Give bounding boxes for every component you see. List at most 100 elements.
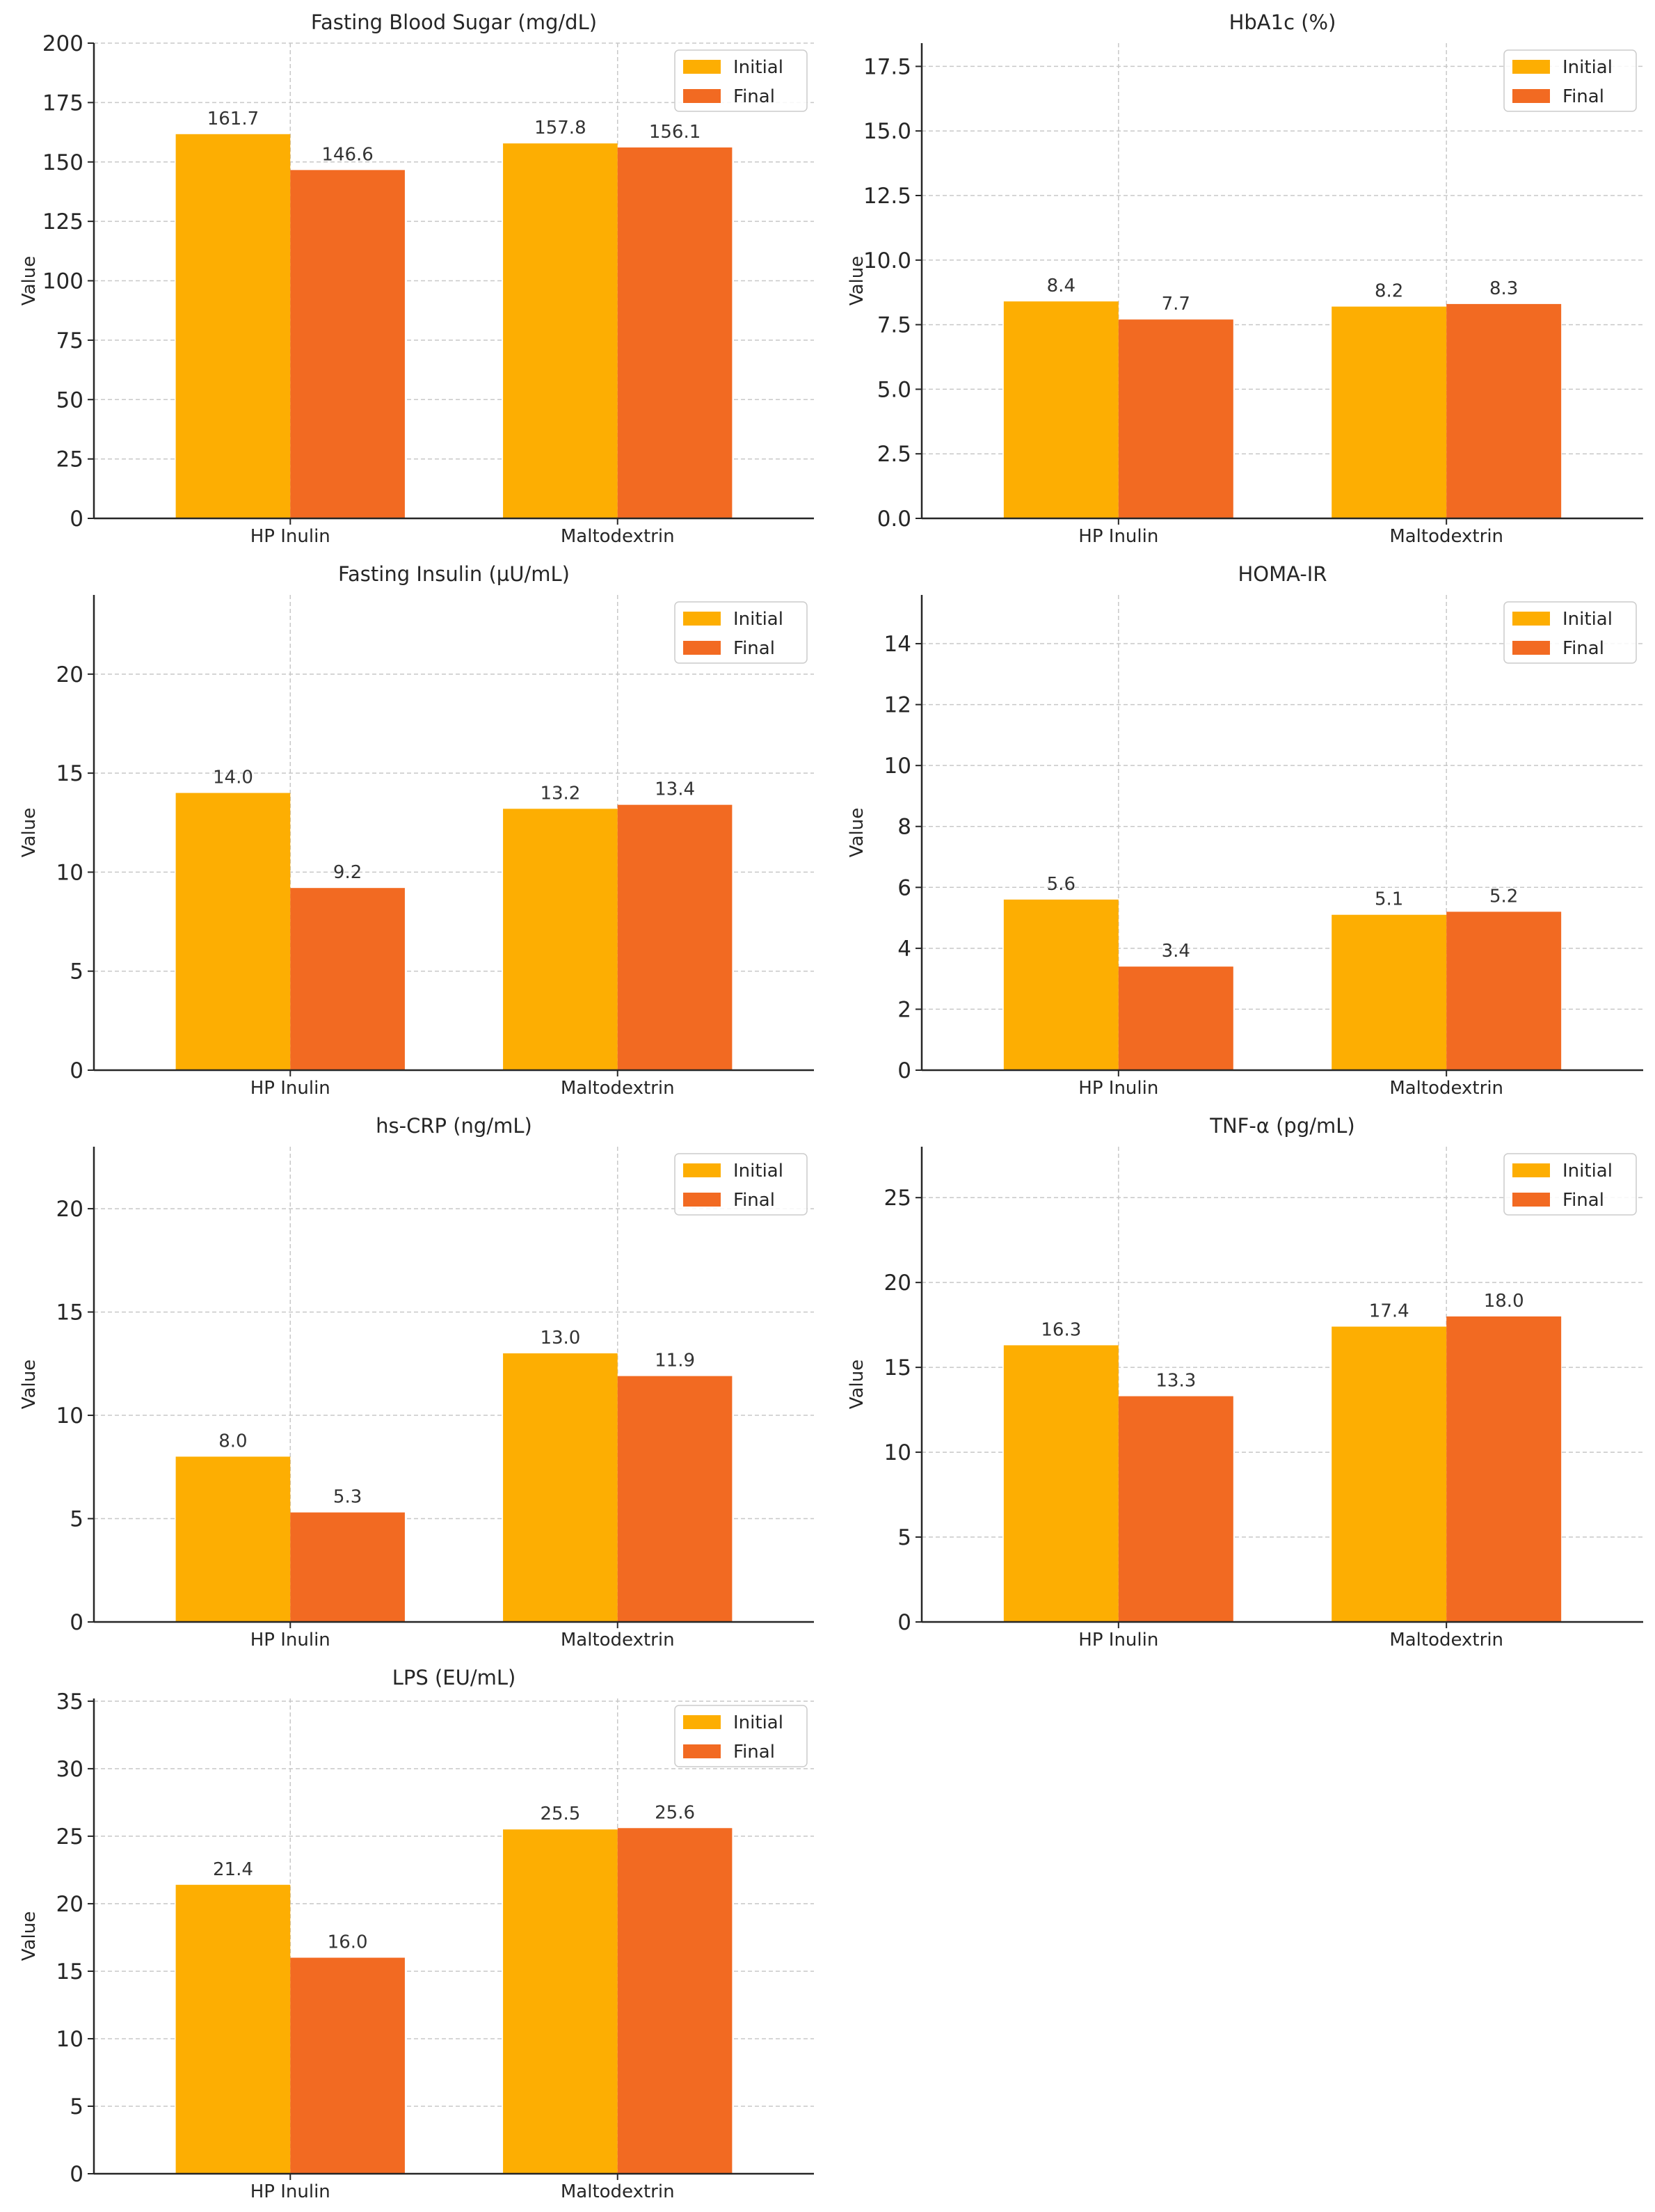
y-tick-label: 10: [56, 860, 83, 885]
bar-initial-maltodextrin: [1332, 914, 1447, 1070]
x-tick-label: Maltodextrin: [1389, 1630, 1503, 1650]
y-tick-label: 0: [70, 2162, 83, 2187]
data-label-final-hp-inulin: 146.6: [321, 144, 373, 165]
bar-initial-maltodextrin: [503, 809, 618, 1070]
y-tick-label: 30: [56, 1757, 83, 1782]
y-axis-label: Value: [19, 256, 40, 305]
y-tick-label: 15: [56, 761, 83, 786]
legend-swatch-initial: [1512, 612, 1550, 626]
data-label-final-maltodextrin: 8.3: [1489, 278, 1518, 299]
legend-swatch-final: [683, 1744, 721, 1758]
bar-final-hp-inulin: [290, 1512, 405, 1622]
y-tick-label: 0.0: [877, 507, 911, 532]
y-tick-label: 15: [56, 1300, 83, 1326]
bar-final-hp-inulin: [290, 1957, 405, 2174]
y-tick-label: 5: [70, 2094, 83, 2119]
y-tick-label: 35: [56, 1689, 83, 1714]
chart-title: Fasting Blood Sugar (mg/dL): [311, 10, 597, 34]
chart-title: Fasting Insulin (µU/mL): [338, 562, 570, 586]
chart-title: HbA1c (%): [1229, 10, 1336, 34]
x-tick-label: HP Inulin: [250, 526, 330, 547]
data-label-final-maltodextrin: 18.0: [1484, 1291, 1524, 1312]
bar-initial-maltodextrin: [1332, 306, 1447, 518]
y-tick-label: 25: [56, 1824, 83, 1849]
y-tick-label: 20: [56, 1892, 83, 1917]
legend: Initial Final: [1503, 601, 1637, 664]
legend-swatch-final: [1512, 89, 1550, 103]
bar-final-maltodextrin: [617, 147, 733, 518]
x-tick-label: HP Inulin: [250, 1630, 330, 1650]
data-label-initial-maltodextrin: 13.0: [540, 1328, 580, 1348]
y-tick-label: 2.5: [877, 442, 911, 467]
x-tick-label: Maltodextrin: [1389, 1078, 1503, 1099]
x-tick-label: HP Inulin: [250, 1078, 330, 1099]
legend-swatch-final: [683, 641, 721, 655]
bar-final-maltodextrin: [1446, 912, 1562, 1070]
y-tick-label: 50: [56, 388, 83, 413]
y-tick-label: 8: [897, 815, 911, 840]
data-label-final-hp-inulin: 7.7: [1162, 294, 1190, 315]
legend-label-initial: Initial: [733, 1712, 783, 1733]
legend-label-initial: Initial: [733, 57, 783, 78]
x-tick-label: Maltodextrin: [561, 1630, 675, 1650]
data-label-initial-hp-inulin: 21.4: [213, 1859, 253, 1880]
x-tick-label: Maltodextrin: [561, 526, 675, 547]
data-label-final-hp-inulin: 13.3: [1156, 1371, 1196, 1392]
legend: Initial Final: [674, 1705, 808, 1767]
chart-fasting-insulin-u-ml: 14.0 13.2 9.2 13.4 0 5 10 15 20 HP Inulin Maltodex…: [19, 562, 814, 1099]
legend-label-final: Final: [733, 638, 775, 659]
y-tick-label: 175: [42, 90, 83, 116]
chart-fasting-blood-sugar-mg-dl: 161.7 157.8 146.6 156.1 0 25 50 75 100 125 150 175 2…: [19, 10, 814, 547]
y-tick-label: 12: [884, 693, 911, 718]
legend-label-final: Final: [1562, 86, 1604, 107]
chart-title: TNF-α (pg/mL): [1209, 1114, 1355, 1138]
legend: Initial Final: [674, 601, 808, 664]
y-tick-label: 4: [897, 937, 911, 962]
data-label-initial-maltodextrin: 8.2: [1375, 281, 1403, 302]
legend-label-initial: Initial: [1562, 1161, 1613, 1181]
bar-final-maltodextrin: [617, 1376, 733, 1622]
y-tick-label: 25: [56, 447, 83, 472]
bar-initial-hp-inulin: [1003, 899, 1119, 1070]
data-label-initial-hp-inulin: 5.6: [1047, 874, 1076, 895]
chart-hs-crp-ng-ml: 8.0 13.0 5.3 11.9 0 5 10 15 20 HP Inulin Maltodext…: [19, 1114, 814, 1650]
legend-swatch-initial: [1512, 60, 1550, 74]
legend-swatch-initial: [683, 612, 721, 626]
bar-final-hp-inulin: [290, 170, 405, 518]
y-tick-label: 20: [56, 662, 83, 687]
legend-swatch-final: [683, 1193, 721, 1207]
y-tick-label: 25: [884, 1186, 911, 1211]
bar-initial-maltodextrin: [503, 1353, 618, 1622]
legend-label-final: Final: [733, 1742, 775, 1763]
legend-swatch-initial: [683, 1715, 721, 1729]
bar-final-hp-inulin: [1118, 966, 1233, 1070]
y-tick-label: 0: [897, 1058, 911, 1083]
legend-label-initial: Initial: [1562, 609, 1613, 630]
y-axis-label: Value: [847, 256, 868, 305]
data-label-final-maltodextrin: 13.4: [655, 779, 695, 800]
x-tick-label: Maltodextrin: [561, 2181, 675, 2202]
y-tick-label: 10.0: [863, 248, 911, 273]
legend: Initial Final: [1503, 49, 1637, 112]
x-tick-label: HP Inulin: [250, 2181, 330, 2202]
y-tick-label: 2: [897, 997, 911, 1022]
data-label-initial-hp-inulin: 8.0: [218, 1431, 247, 1451]
bar-initial-hp-inulin: [175, 1456, 291, 1622]
legend: Initial Final: [674, 49, 808, 112]
data-label-final-maltodextrin: 5.2: [1489, 886, 1518, 907]
y-tick-label: 5: [70, 960, 83, 985]
legend-label-final: Final: [733, 1190, 775, 1211]
data-label-initial-maltodextrin: 5.1: [1375, 889, 1403, 910]
data-label-final-hp-inulin: 3.4: [1162, 941, 1190, 962]
data-label-final-hp-inulin: 9.2: [333, 862, 362, 883]
data-label-initial-hp-inulin: 16.3: [1041, 1319, 1081, 1340]
y-tick-label: 100: [42, 269, 83, 294]
chart-title: hs-CRP (ng/mL): [376, 1114, 532, 1138]
data-label-initial-hp-inulin: 8.4: [1047, 276, 1076, 296]
data-label-initial-hp-inulin: 161.7: [207, 109, 259, 129]
y-tick-label: 6: [897, 875, 911, 900]
y-tick-label: 10: [56, 2027, 83, 2052]
legend-swatch-final: [1512, 1193, 1550, 1207]
y-axis-label: Value: [847, 1360, 868, 1409]
data-label-initial-maltodextrin: 157.8: [534, 118, 586, 138]
